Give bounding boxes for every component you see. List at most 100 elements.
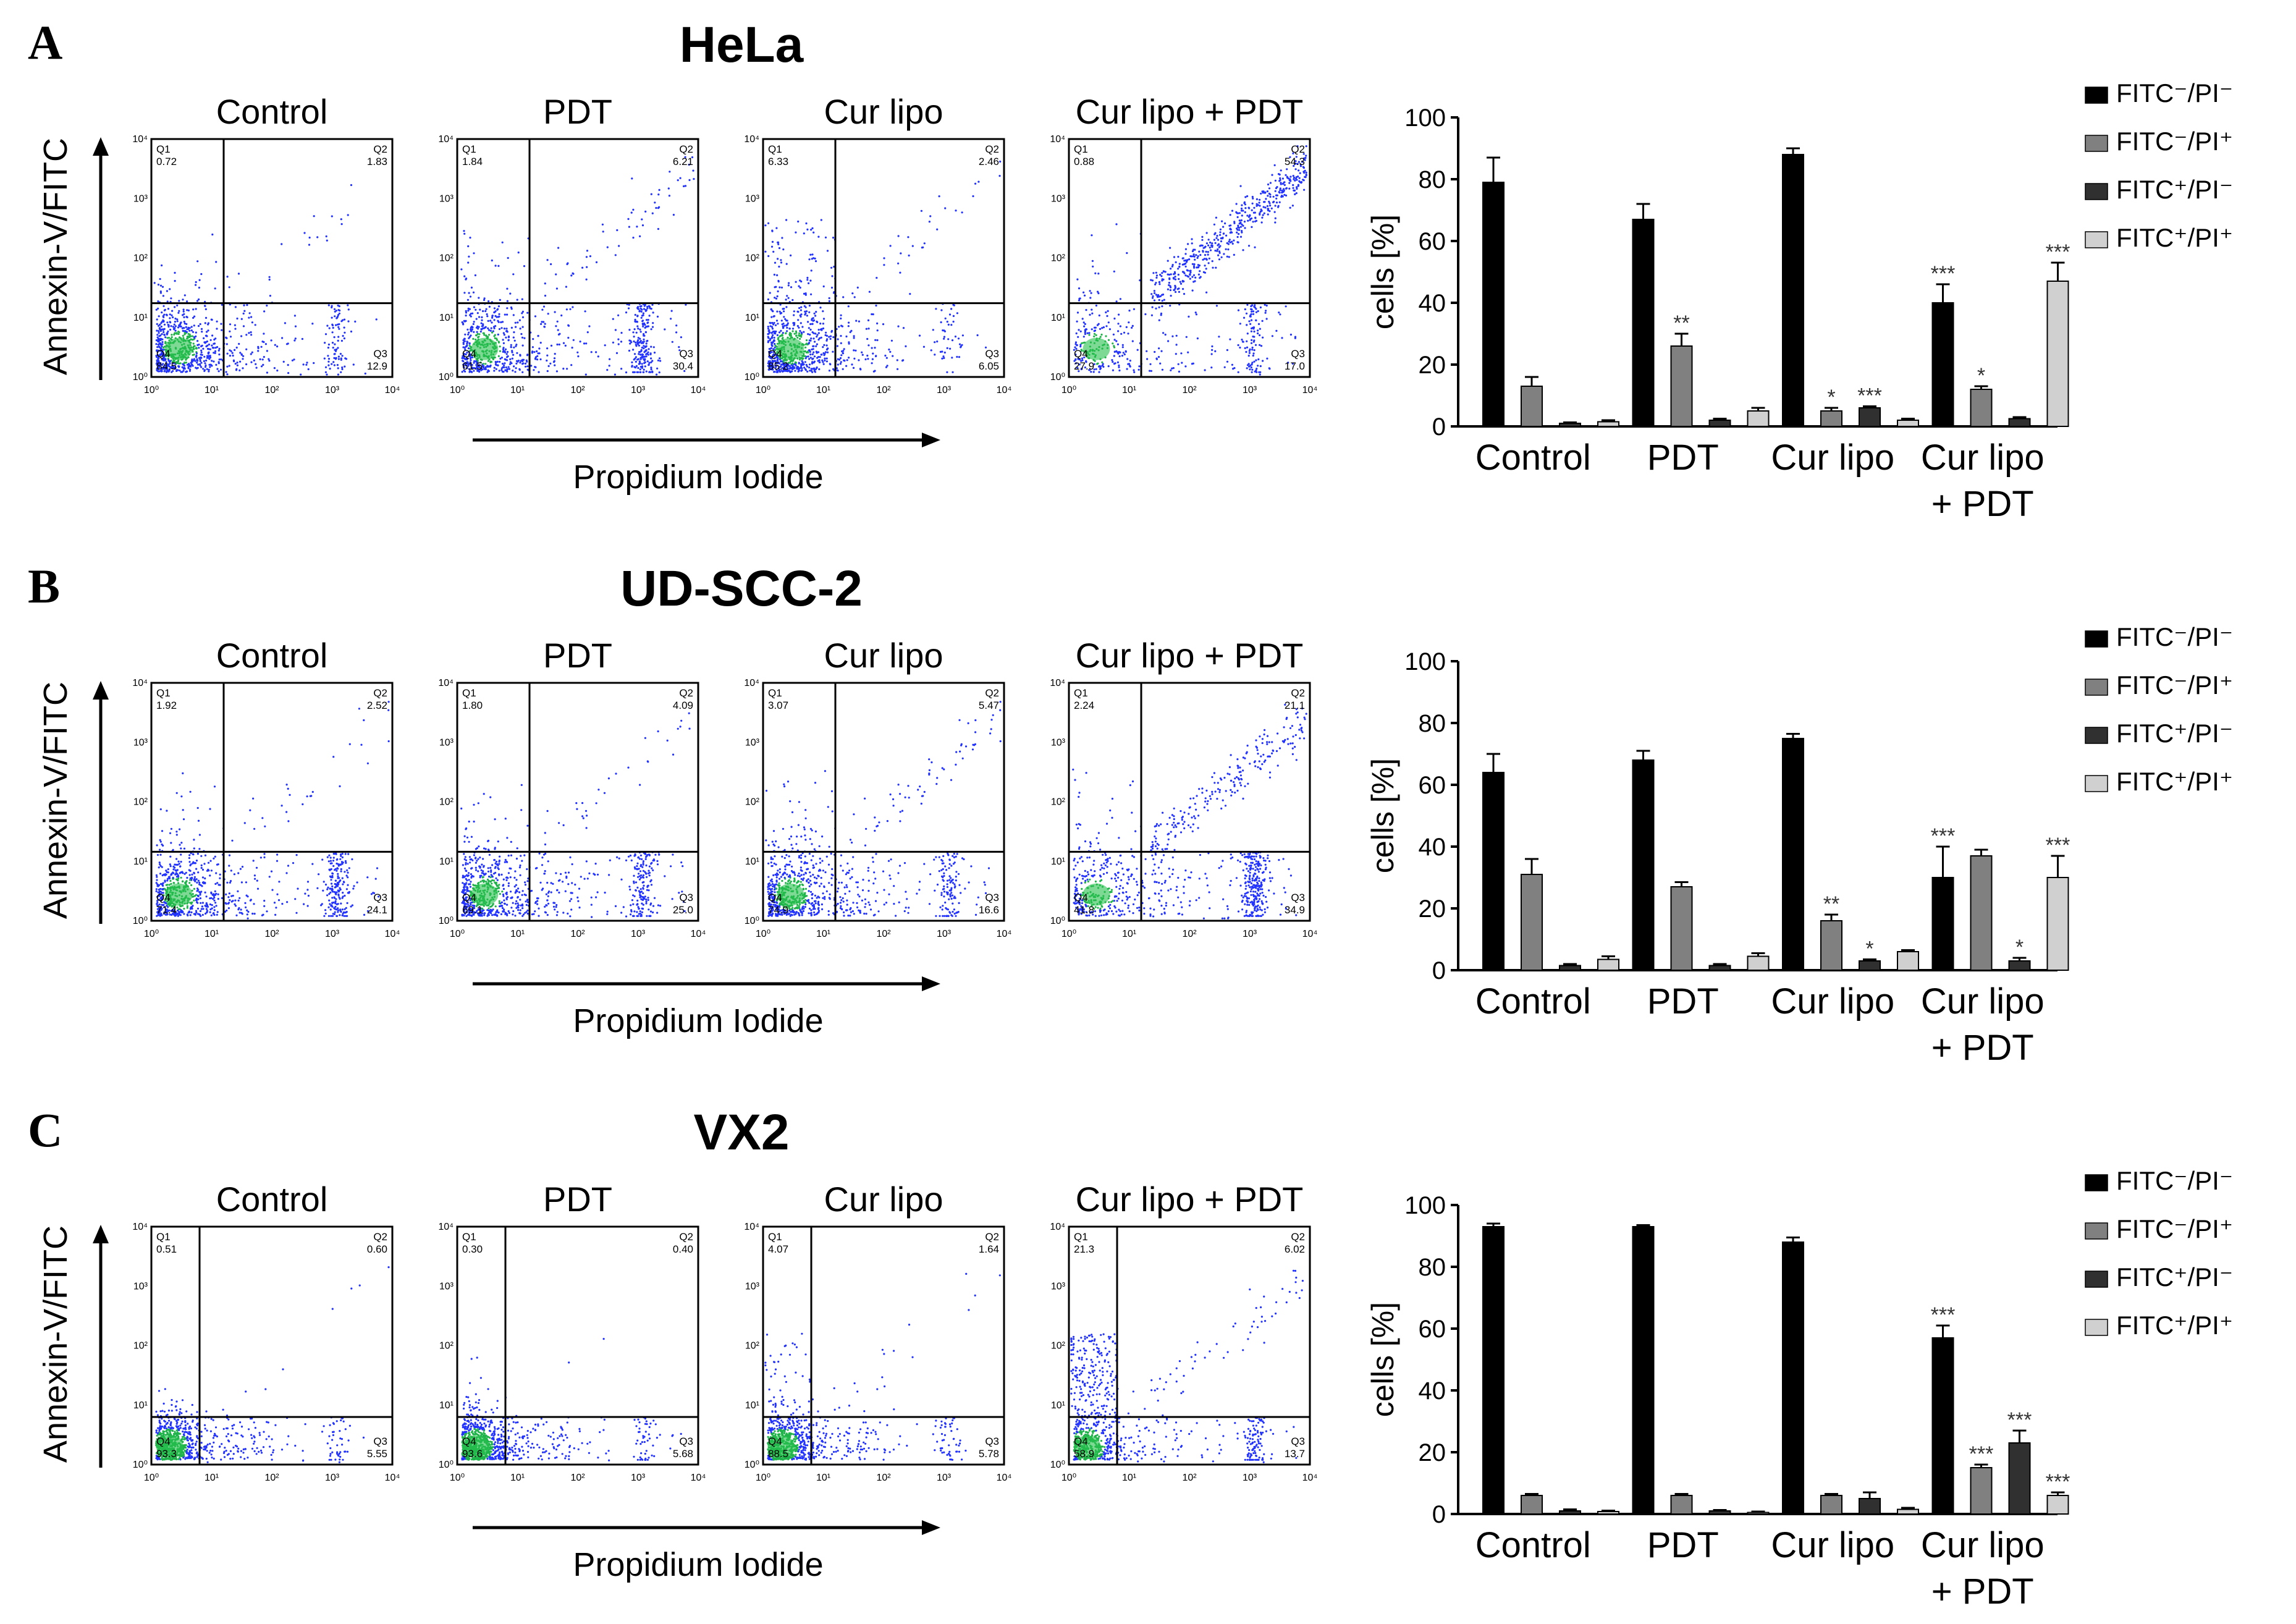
bar-y-tick-label: 60 <box>1419 228 1446 255</box>
flow-x-tick: 10⁰ <box>1061 1473 1076 1483</box>
flow-plot-title: PDT <box>543 92 612 131</box>
legend-swatch <box>2085 679 2108 696</box>
quadrant-value: 2.46 <box>979 156 999 167</box>
bar <box>1482 1226 1505 1515</box>
flow-y-tick: 10⁴ <box>1050 678 1065 688</box>
flow-x-tick: 10³ <box>1243 929 1257 939</box>
flow-x-tick: 10⁴ <box>1302 929 1318 939</box>
flow-y-tick: 10⁴ <box>744 1222 759 1232</box>
quadrant-name: Q3 <box>373 892 387 903</box>
flow-x-tick: 10³ <box>937 385 952 395</box>
flow-y-tick: 10¹ <box>1051 313 1065 323</box>
quadrant-value: 5.47 <box>979 700 999 711</box>
legend-swatch <box>2085 183 2108 200</box>
flow-x-tick: 10⁰ <box>450 385 465 395</box>
quadrant-name: Q2 <box>679 687 693 699</box>
quadrant-value: 0.40 <box>673 1243 693 1255</box>
flow-y-tick: 10¹ <box>1051 1400 1065 1411</box>
flow-y-tick: 10² <box>745 797 760 808</box>
flow-y-tick: 10³ <box>133 737 148 748</box>
flow-plot-frame <box>1068 1225 1311 1466</box>
quadrant-name: Q2 <box>985 143 999 155</box>
bar <box>1597 421 1619 427</box>
bar-y-tick-label: 80 <box>1419 710 1446 737</box>
category-label: Cur lipo <box>1921 438 2045 478</box>
flow-y-tick: 10⁰ <box>1050 372 1065 383</box>
quadrant-name: Q4 <box>768 348 782 360</box>
flow-y-tick: 10¹ <box>745 856 759 867</box>
legend-swatch <box>2085 1319 2108 1336</box>
flow-y-tick: 10⁰ <box>1050 916 1065 926</box>
flow-x-axis-label: Propidium Iodide <box>573 1002 823 1039</box>
flow-x-tick: 10¹ <box>1122 385 1136 395</box>
quadrant-name: Q3 <box>1291 1436 1305 1447</box>
quadrant-value: 2.24 <box>1074 700 1094 711</box>
category-label: Cur lipo <box>1771 1525 1894 1565</box>
bar <box>1970 1467 1993 1515</box>
flow-x-tick: 10² <box>570 929 585 939</box>
flow-x-tick: 10⁰ <box>756 1473 770 1483</box>
quadrant-value: 4.09 <box>673 700 693 711</box>
quadrant-value: 71.4 <box>156 904 177 916</box>
flow-y-tick: 10¹ <box>133 856 148 867</box>
quadrant-value: 0.30 <box>462 1243 483 1255</box>
bar <box>1970 855 1993 971</box>
flow-y-tick: 10² <box>133 797 148 808</box>
flow-x-tick: 10² <box>264 929 279 939</box>
flow-y-tick: 10⁰ <box>133 1460 148 1470</box>
bar <box>1708 420 1731 427</box>
bar-y-tick-label: 80 <box>1419 1254 1446 1281</box>
significance-marker: * <box>1865 937 1873 961</box>
flow-y-tick: 10¹ <box>439 313 454 323</box>
flow-x-tick: 10³ <box>1243 385 1257 395</box>
quadrant-name: Q3 <box>679 892 693 903</box>
bar <box>1521 874 1543 971</box>
flow-y-tick: 10³ <box>1051 1281 1066 1292</box>
flow-y-tick: 10⁴ <box>1050 1222 1065 1232</box>
quadrant-value: 5.68 <box>673 1448 693 1460</box>
quadrant-value: 93.3 <box>156 1448 177 1460</box>
bar <box>1521 386 1543 427</box>
bar <box>1897 1508 1919 1515</box>
density-hotspot <box>1073 1435 1101 1458</box>
quadrant-name: Q1 <box>156 687 171 699</box>
quadrant-value: 21.3 <box>1074 1243 1094 1255</box>
bar <box>1559 1510 1581 1515</box>
legend-label: FITC⁻/PI⁺ <box>2116 1214 2233 1243</box>
bar <box>1632 1226 1655 1515</box>
flow-plot-title: Cur lipo + PDT <box>1076 92 1304 131</box>
quadrant-value: 6.21 <box>673 156 693 167</box>
legend-label: FITC⁺/PI⁻ <box>2116 1262 2233 1292</box>
flow-dots <box>1072 703 1307 920</box>
bar <box>1782 1241 1804 1515</box>
flow-y-tick: 10⁰ <box>439 1460 454 1470</box>
category-label: + PDT <box>1931 1571 2034 1612</box>
density-hotspot <box>777 883 804 906</box>
flow-x-tick: 10⁴ <box>691 929 706 939</box>
quadrant-name: Q1 <box>462 1231 476 1243</box>
density-hotspot <box>767 1435 795 1458</box>
bar <box>1708 1510 1731 1515</box>
flow-x-tick: 10² <box>876 385 891 395</box>
category-label: Cur lipo <box>1771 438 1894 478</box>
legend-swatch <box>2085 775 2108 792</box>
flow-plot-title: PDT <box>543 1180 612 1219</box>
quadrant-value: 25.0 <box>673 904 693 916</box>
flow-x-tick: 10⁴ <box>385 929 400 939</box>
quadrant-value: 93.6 <box>462 1448 483 1460</box>
flow-x-tick: 10⁰ <box>756 929 770 939</box>
flow-y-tick: 10⁴ <box>438 134 454 145</box>
cell-line-title: UD-SCC-2 <box>620 560 863 617</box>
flow-y-tick: 10³ <box>745 737 760 748</box>
bar <box>1820 1495 1842 1515</box>
flow-y-tick: 10¹ <box>1051 856 1065 867</box>
bar <box>1970 389 1993 427</box>
flow-dots <box>460 712 691 918</box>
flow-y-tick: 10² <box>1051 1341 1066 1351</box>
quadrant-name: Q3 <box>985 892 999 903</box>
